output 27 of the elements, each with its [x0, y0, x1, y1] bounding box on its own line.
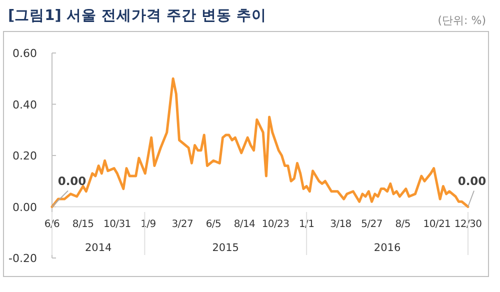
y-tick-label: 0.20: [12, 150, 37, 162]
annotation: 0.00: [458, 174, 486, 188]
annotation: 0.00: [58, 174, 86, 188]
annotation: 2015: [212, 242, 239, 254]
x-tick-label: 10/23: [262, 219, 290, 230]
x-tick-label: 10/31: [104, 219, 131, 230]
x-tick-label: 12/30: [454, 219, 482, 230]
x-tick-label: 6/5: [206, 219, 222, 230]
x-tick-label: 10/21: [423, 219, 451, 230]
data-label: 0.00: [52, 174, 86, 208]
annotation: 2016: [374, 242, 401, 254]
y-tick-label: 0.40: [12, 98, 37, 112]
x-tick-label: 1/9: [140, 219, 156, 230]
x-tick-label: 3/18: [330, 219, 352, 230]
x-tick-label: 8/14: [234, 219, 256, 230]
chart-title: [그림1] 서울 전세가격 주간 변동 추이: [8, 8, 267, 24]
text: (단위: %): [438, 14, 486, 27]
data-label: 0.00: [458, 174, 486, 208]
y-tick-label: -0.20: [8, 252, 37, 265]
y-tick-label: 0.60: [12, 47, 37, 60]
y-tick-label: 0.00: [12, 200, 37, 214]
x-tick-label: 5/27: [361, 219, 382, 230]
x-tick-label: 8/15: [72, 219, 94, 230]
x-tick-label: 8/5: [395, 219, 410, 230]
x-tick-label: 3/27: [172, 219, 194, 230]
x-tick-label: 1/1: [298, 219, 314, 230]
annotation: 2014: [84, 242, 112, 254]
